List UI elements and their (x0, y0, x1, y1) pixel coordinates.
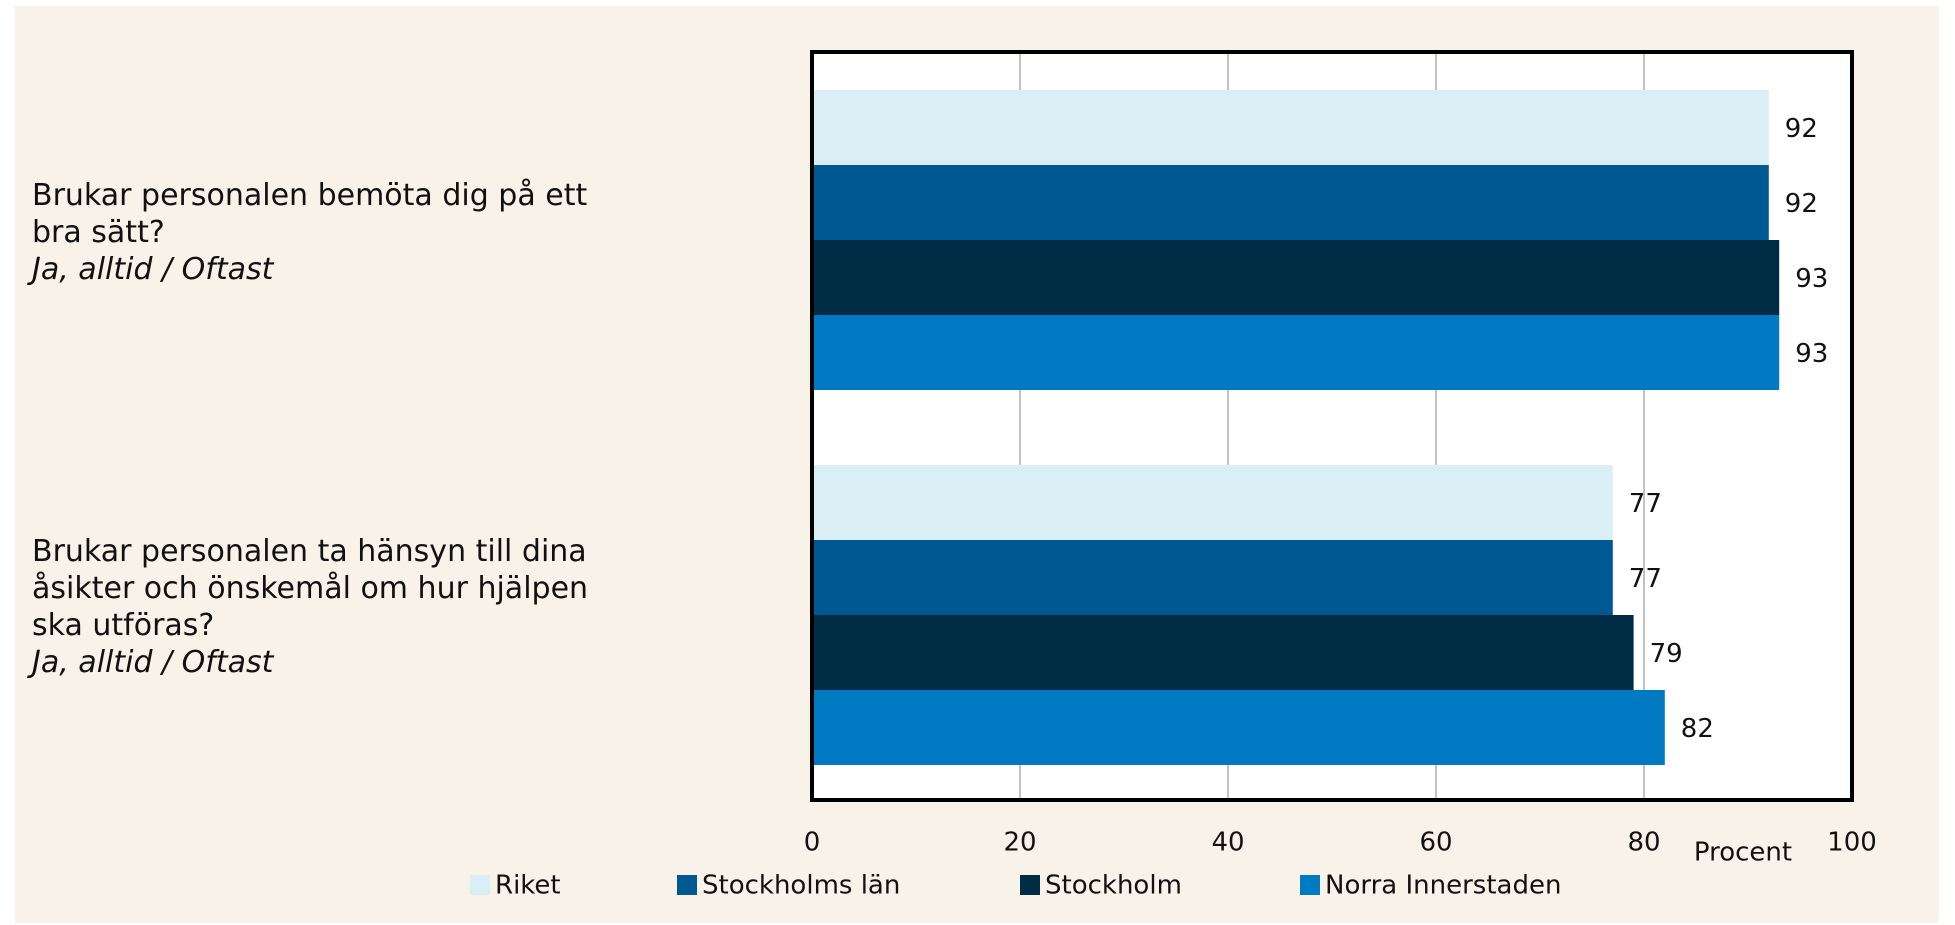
x-tick-label: 40 (1211, 828, 1244, 858)
category-text: Brukar personalen ta hänsyn till dina ås… (32, 534, 589, 643)
x-tick-label: 0 (804, 828, 821, 858)
legend-label: Stockholm (1045, 871, 1182, 901)
category-label: Brukar personalen bemöta dig på ett bra … (32, 177, 592, 288)
value-label: 93 (1795, 339, 1828, 369)
category-label: Brukar personalen ta hänsyn till dina ås… (32, 533, 592, 681)
legend-swatch (470, 875, 490, 895)
legend-swatch (1300, 875, 1320, 895)
x-tick-label: 80 (1627, 828, 1660, 858)
legend-swatch (1020, 875, 1040, 895)
plot-frame (810, 50, 1854, 802)
legend-label: Norra Innerstaden (1325, 871, 1561, 901)
bar (812, 540, 1613, 615)
bar (812, 615, 1634, 690)
value-label: 77 (1629, 489, 1662, 519)
value-label: 93 (1795, 264, 1828, 294)
bar (812, 690, 1665, 765)
value-label: 79 (1650, 639, 1683, 669)
bar (812, 315, 1780, 390)
category-note: Ja, alltid / Oftast (32, 645, 274, 680)
x-tick-label: 100 (1827, 828, 1877, 858)
category-text: Brukar personalen bemöta dig på ett bra … (32, 177, 588, 250)
value-label: 82 (1681, 714, 1714, 744)
value-label: 77 (1629, 564, 1662, 594)
legend-label: Riket (495, 871, 561, 901)
category-note: Ja, alltid / Oftast (32, 251, 274, 287)
x-tick-label: 60 (1419, 828, 1452, 858)
bar (812, 465, 1613, 540)
x-tick-label: 20 (1003, 828, 1036, 858)
bar (812, 240, 1780, 315)
bar (812, 90, 1769, 165)
value-label: 92 (1785, 114, 1818, 144)
x-axis-label: Procent (1694, 838, 1792, 868)
bar (812, 165, 1769, 240)
value-label: 92 (1785, 189, 1818, 219)
legend-swatch (677, 875, 697, 895)
legend-label: Stockholms län (702, 871, 900, 901)
